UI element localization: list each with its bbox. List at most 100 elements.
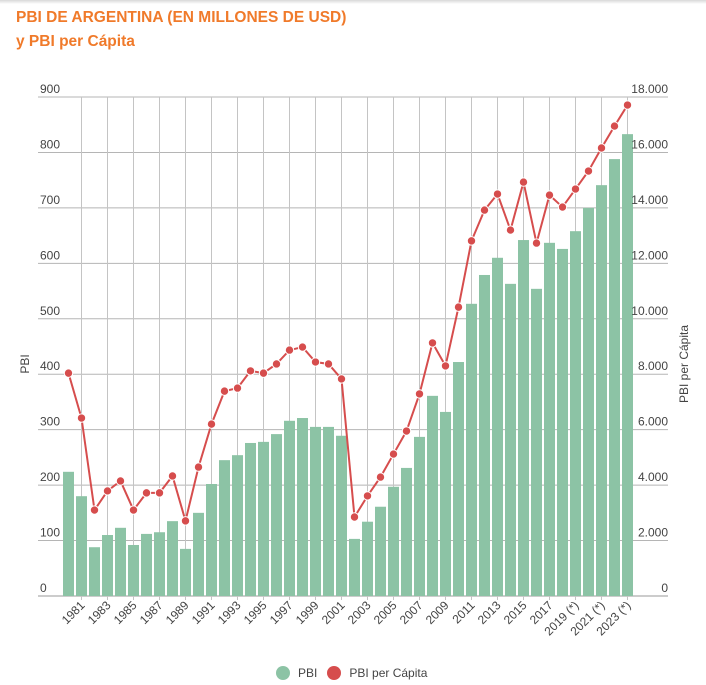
bar-pbi-2023 (*)[interactable] <box>622 134 633 597</box>
point-per-capita-2010[interactable] <box>453 302 464 312</box>
point-per-capita-1984[interactable] <box>115 476 126 486</box>
point-per-capita-2011[interactable] <box>466 236 477 246</box>
point-per-capita-1986[interactable] <box>141 488 152 498</box>
point-per-capita-2008[interactable] <box>427 338 438 348</box>
bar-pbi-1995[interactable] <box>258 441 269 596</box>
y-tick-label: 800 <box>40 137 60 151</box>
bar-pbi-1984[interactable] <box>115 527 126 596</box>
bar-pbi-2010[interactable] <box>453 362 464 596</box>
point-per-capita-2001[interactable] <box>336 374 347 384</box>
bar-pbi-2006[interactable] <box>401 467 412 596</box>
bar-pbi-1985[interactable] <box>128 544 139 596</box>
bar-pbi-2003[interactable] <box>362 521 373 596</box>
bar-pbi-2019 (*)[interactable] <box>570 231 581 597</box>
bar-pbi-2002[interactable] <box>349 538 360 596</box>
bar-pbi-2017[interactable] <box>544 242 555 596</box>
bar-pbi-2018[interactable] <box>557 248 568 596</box>
bar-pbi-1981[interactable] <box>76 496 87 596</box>
bar-pbi-2015[interactable] <box>518 240 529 596</box>
point-per-capita-2022 (*)[interactable] <box>609 121 620 131</box>
bar-pbi-1997[interactable] <box>284 420 295 596</box>
bar-pbi-2000[interactable] <box>323 426 334 596</box>
point-per-capita-1996[interactable] <box>271 359 282 369</box>
bar-pbi-1989[interactable] <box>180 548 191 596</box>
point-per-capita-1992[interactable] <box>219 386 230 396</box>
bar-pbi-1999[interactable] <box>310 426 321 596</box>
bar-pbi-1993[interactable] <box>232 455 243 596</box>
point-per-capita-1999[interactable] <box>310 357 321 367</box>
bar-pbi-1987[interactable] <box>154 532 165 596</box>
bar-pbi-2021 (*)[interactable] <box>596 185 607 596</box>
point-per-capita-2002[interactable] <box>349 512 360 522</box>
y-tick-label: 200 <box>40 470 60 484</box>
point-per-capita-2007[interactable] <box>414 389 425 399</box>
point-per-capita-1998[interactable] <box>297 342 308 352</box>
point-per-capita-2012[interactable] <box>479 205 490 215</box>
point-per-capita-2023 (*)[interactable] <box>622 100 633 110</box>
point-per-capita-2016[interactable] <box>531 238 542 248</box>
point-per-capita-2009[interactable] <box>440 361 451 371</box>
point-per-capita-2017[interactable] <box>544 190 555 200</box>
per-capita-line <box>63 100 633 526</box>
bar-pbi-1982[interactable] <box>89 547 100 596</box>
bar-pbi-1988[interactable] <box>167 521 178 596</box>
point-per-capita-1997[interactable] <box>284 345 295 355</box>
point-per-capita-2005[interactable] <box>388 449 399 459</box>
point-per-capita-1985[interactable] <box>128 505 139 515</box>
bar-pbi-2009[interactable] <box>440 411 451 596</box>
bar-pbi-1996[interactable] <box>271 434 282 596</box>
x-tick-label: 1983 <box>85 598 114 627</box>
legend-dot-pbi-icon <box>276 666 290 680</box>
legend-item-pbi[interactable]: PBI <box>276 666 317 680</box>
point-per-capita-2000[interactable] <box>323 359 334 369</box>
bar-pbi-2011[interactable] <box>466 303 477 596</box>
y-axis-label: PBI <box>18 354 32 373</box>
legend-item-per-capita[interactable]: PBI per Cápita <box>327 666 427 680</box>
bar-pbi-2013[interactable] <box>492 257 503 596</box>
bar-pbi-1983[interactable] <box>102 535 113 596</box>
bar-pbi-2016[interactable] <box>531 288 542 596</box>
bar-pbi-2022 (*)[interactable] <box>609 159 620 596</box>
point-per-capita-2006[interactable] <box>401 426 412 436</box>
point-per-capita-1981[interactable] <box>76 413 87 423</box>
point-per-capita-2021 (*)[interactable] <box>596 143 607 153</box>
bar-pbi-2005[interactable] <box>388 486 399 596</box>
point-per-capita-2018[interactable] <box>557 202 568 212</box>
bar-pbi-2012[interactable] <box>479 274 490 596</box>
point-per-capita-1995[interactable] <box>258 368 269 378</box>
point-per-capita-2014[interactable] <box>505 225 516 235</box>
bar-pbi-2008[interactable] <box>427 395 438 596</box>
x-tick-label: 2009 <box>423 598 452 627</box>
top-shadow <box>0 0 706 4</box>
point-per-capita-1987[interactable] <box>154 488 165 498</box>
point-per-capita-2019 (*)[interactable] <box>570 184 581 194</box>
y-tick-label: 900 <box>40 82 60 96</box>
bar-pbi-1980[interactable] <box>63 471 74 596</box>
point-per-capita-2020 (*)[interactable] <box>583 166 594 176</box>
point-per-capita-1982[interactable] <box>89 505 100 515</box>
point-per-capita-1980[interactable] <box>63 368 74 378</box>
point-per-capita-1983[interactable] <box>102 486 113 496</box>
point-per-capita-1988[interactable] <box>167 471 178 481</box>
bar-pbi-2020 (*)[interactable] <box>583 207 594 596</box>
bar-pbi-1991[interactable] <box>206 484 217 596</box>
bar-pbi-2004[interactable] <box>375 506 386 596</box>
y2-tick-label: 18.000 <box>631 82 668 96</box>
point-per-capita-1989[interactable] <box>180 516 191 526</box>
bar-pbi-2001[interactable] <box>336 435 347 596</box>
bar-pbi-1990[interactable] <box>193 512 204 596</box>
bar-pbi-1998[interactable] <box>297 418 308 596</box>
bar-pbi-2007[interactable] <box>414 436 425 596</box>
bar-pbi-1986[interactable] <box>141 533 152 596</box>
point-per-capita-1994[interactable] <box>245 366 256 376</box>
point-per-capita-1991[interactable] <box>206 419 217 429</box>
point-per-capita-2015[interactable] <box>518 177 529 187</box>
bar-pbi-1994[interactable] <box>245 442 256 596</box>
point-per-capita-2013[interactable] <box>492 189 503 199</box>
bar-pbi-1992[interactable] <box>219 460 230 596</box>
bar-pbi-2014[interactable] <box>505 283 516 596</box>
point-per-capita-1990[interactable] <box>193 462 204 472</box>
point-per-capita-2003[interactable] <box>362 491 373 501</box>
point-per-capita-2004[interactable] <box>375 472 386 482</box>
point-per-capita-1993[interactable] <box>232 383 243 393</box>
